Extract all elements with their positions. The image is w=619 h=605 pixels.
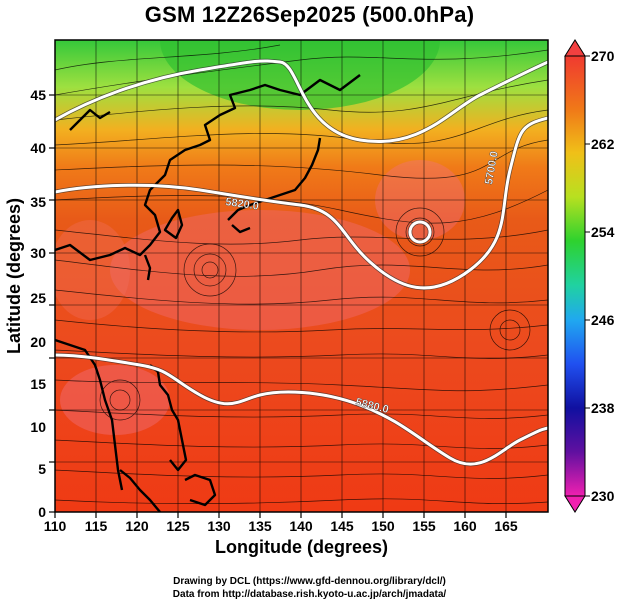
colorbar-tick-246: 246 (591, 312, 615, 328)
y-tick-10: 10 (30, 419, 46, 435)
x-tick-150: 150 (371, 518, 395, 534)
colorbar-tick-262: 262 (591, 136, 615, 152)
x-tick-145: 145 (330, 518, 354, 534)
x-tick-120: 120 (125, 518, 149, 534)
x-tick-135: 135 (248, 518, 272, 534)
y-tick-40: 40 (30, 140, 46, 156)
x-tick-115: 115 (85, 518, 108, 534)
y-tick-30: 30 (30, 245, 46, 261)
y-tick-20: 20 (30, 334, 46, 350)
y-tick-15: 15 (30, 376, 46, 392)
x-tick-130: 130 (207, 518, 231, 534)
y-tick-0: 0 (38, 504, 46, 520)
y-tick-25: 25 (30, 290, 46, 306)
credit-dcl: Drawing by DCL (https://www.gfd-dennou.o… (173, 576, 446, 587)
chart-title: GSM 12Z26Sep2025 (500.0hPa) (144, 2, 475, 27)
colorbar-tick-230: 230 (591, 488, 615, 504)
geopotential-contours (55, 58, 548, 467)
y-axis-label: Latitude (degrees) (4, 198, 24, 354)
y-tick-45: 45 (30, 87, 46, 103)
colorbar (564, 39, 590, 513)
colorbar-tick-238: 238 (591, 400, 615, 416)
x-tick-160: 160 (453, 518, 477, 534)
colorbar-tick-254: 254 (591, 224, 615, 240)
contour-label-5700: 5700.0 (483, 150, 501, 185)
temperature-field: 5820.0 5880.0 5700.0 (55, 40, 548, 512)
x-tick-110: 110 (44, 518, 67, 534)
x-tick-155: 155 (412, 518, 436, 534)
y-tick-5: 5 (38, 461, 46, 477)
x-tick-165: 165 (494, 518, 518, 534)
x-axis-label: Longitude (degrees) (214, 537, 388, 557)
x-tick-140: 140 (289, 518, 313, 534)
x-tick-125: 125 (166, 518, 190, 534)
coastline (55, 74, 361, 512)
credit-data-source: Data from http://database.rish.kyoto-u.a… (172, 589, 447, 600)
y-tick-35: 35 (30, 194, 46, 210)
colorbar-tick-270: 270 (591, 48, 615, 64)
contour-label-5820: 5820.0 (225, 196, 260, 213)
